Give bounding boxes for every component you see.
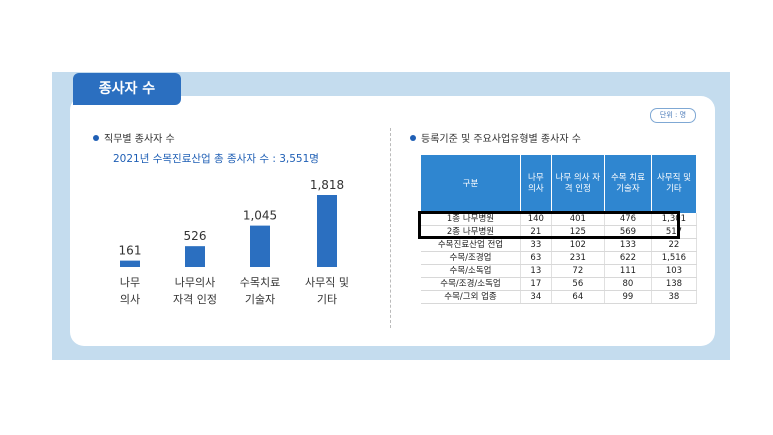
left-section-title-text: 직무별 종사자 수: [104, 134, 175, 145]
table-cell: 102: [551, 238, 606, 252]
table-cell: 1,301: [651, 213, 698, 226]
table-row: 수목진료산업 전업 33 102 133 22: [421, 238, 698, 252]
data-table-wrap: 구분 나무 의사 나무 의사 자격 인정 수목 치료 기술자 사무직 및 기타 1종 나…: [421, 155, 698, 304]
table-row-label: 수목/조경업: [421, 251, 521, 265]
table-row-label: 1종 나무병원: [421, 213, 521, 226]
table-cell: 64: [551, 290, 606, 304]
highlight-box: [418, 211, 680, 239]
table-header-cell: 수목 치료 기술자: [604, 155, 652, 213]
table-cell: 133: [604, 238, 652, 252]
bullet-icon: [93, 135, 99, 141]
table-header-cell: 사무직 및 기타: [651, 155, 698, 213]
table-body: 1종 나무병원 140 401 476 1,301 2종 나무병원 21 125 569 517 수…: [421, 213, 698, 304]
table-cell: 231: [551, 251, 606, 265]
category-label: 자격 인정: [173, 293, 217, 306]
category-label: 나무: [120, 276, 140, 289]
bar-value-label: 1,045: [243, 209, 277, 223]
table-row-label: 수목/조경/소독업: [421, 277, 521, 291]
total-line: 2021년 수목진료산업 총 종사자 수 : 3,551명: [113, 153, 319, 165]
table-row-label: 수목/그외 업종: [421, 290, 521, 304]
table-cell: 138: [651, 277, 698, 291]
bar-value-label: 161: [119, 244, 142, 258]
table-cell: 111: [604, 264, 652, 278]
table-header-cell: 나무 의사 자격 인정: [551, 155, 606, 213]
category-label: 수목치료: [240, 276, 280, 289]
category-label: 기타: [317, 293, 337, 306]
table-row-label: 수목진료산업 전업: [421, 238, 521, 252]
bar-value-label: 1,818: [310, 178, 344, 192]
right-section-title: 등록기준 및 주요사업유형별 종사자 수: [410, 130, 581, 145]
category-label: 사무직 및: [305, 276, 349, 289]
table-cell: 1,516: [651, 251, 698, 265]
panel-title: 종사자 수: [73, 73, 181, 105]
table-cell: 34: [520, 290, 552, 304]
table-cell: 476: [604, 213, 652, 226]
table-cell: 13: [520, 264, 552, 278]
bar: [120, 260, 140, 267]
bar: [317, 195, 337, 267]
table-cell: 99: [604, 290, 652, 304]
table-header-cell: 나무 의사: [520, 155, 552, 213]
table-row: 1종 나무병원 140 401 476 1,301: [421, 213, 698, 226]
table-row: 수목/그외 업종 34 64 99 38: [421, 290, 698, 304]
table-row: 2종 나무병원 21 125 569 517: [421, 225, 698, 239]
table-cell: 140: [520, 213, 552, 226]
table-cell: 401: [551, 213, 606, 226]
bullet-icon: [410, 135, 416, 141]
table-cell: 622: [604, 251, 652, 265]
table-row: 수목/조경업 63 231 622 1,516: [421, 251, 698, 265]
table-cell: 22: [651, 238, 698, 252]
bar: [185, 246, 205, 267]
unit-badge: 단위 : 명: [650, 108, 696, 123]
left-section-title: 직무별 종사자 수: [93, 130, 175, 145]
table-cell: 63: [520, 251, 552, 265]
table-row: 수목/조경/소독업 17 56 80 138: [421, 277, 698, 291]
table-row-label: 수목/소독업: [421, 264, 521, 278]
table-cell: 38: [651, 290, 698, 304]
divider: [390, 128, 391, 328]
table-header-row: 구분 나무 의사 나무 의사 자격 인정 수목 치료 기술자 사무직 및 기타: [421, 155, 698, 213]
right-section-title-text: 등록기준 및 주요사업유형별 종사자 수: [421, 134, 581, 145]
bar-value-label: 526: [184, 229, 207, 243]
table-cell: 103: [651, 264, 698, 278]
category-label: 의사: [120, 293, 140, 306]
category-label: 기술자: [245, 293, 275, 306]
table-cell: 33: [520, 238, 552, 252]
table-cell: 80: [604, 277, 652, 291]
table-cell: 17: [520, 277, 552, 291]
table-cell: 72: [551, 264, 606, 278]
table-row: 수목/소독업 13 72 111 103: [421, 264, 698, 278]
data-table: 구분 나무 의사 나무 의사 자격 인정 수목 치료 기술자 사무직 및 기타 1종 나…: [421, 155, 698, 304]
bar: [250, 225, 270, 267]
table-cell: 56: [551, 277, 606, 291]
table-header-cell: 구분: [421, 155, 521, 213]
category-label: 나무의사: [175, 276, 215, 289]
